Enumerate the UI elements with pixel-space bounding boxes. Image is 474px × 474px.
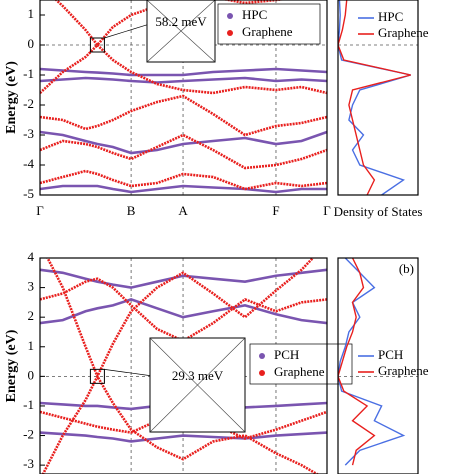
legend-marker	[259, 370, 265, 376]
band	[40, 410, 327, 440]
plot-area	[338, 0, 418, 195]
y-tick-label: -1	[23, 397, 34, 412]
plot-frame	[39, 0, 328, 196]
y-tick-label: 0	[28, 367, 35, 382]
plot-frame	[337, 257, 419, 474]
legend-marker	[259, 353, 265, 359]
plot-frame	[337, 0, 419, 196]
band	[40, 184, 327, 194]
legend-label: Graphene	[378, 25, 429, 40]
legend-label: HPC	[378, 9, 403, 24]
y-tick-label: 1	[28, 6, 35, 21]
band	[40, 130, 327, 155]
inset-cone	[149, 337, 246, 433]
inset-link	[104, 369, 151, 376]
legend-label: PCH	[274, 347, 299, 362]
band	[40, 268, 327, 289]
x-tick-label: A	[178, 203, 188, 218]
y-tick-label: 3	[28, 279, 35, 294]
x-tick-label: F	[272, 203, 279, 218]
band	[46, 258, 315, 380]
band	[40, 67, 327, 77]
y-tick-label: 4	[28, 249, 35, 264]
legend-label: PCH	[378, 347, 403, 362]
plot-area	[40, 0, 327, 195]
y-tick-label: 2	[28, 308, 35, 323]
band	[40, 431, 327, 443]
band	[40, 94, 327, 137]
legend-marker	[227, 30, 233, 36]
dirac-box	[89, 37, 105, 53]
legend-label: Graphene	[242, 24, 293, 39]
inset-cone	[146, 0, 216, 63]
legend-marker	[227, 13, 233, 19]
dos-curve	[338, 258, 406, 466]
inset-label: 58.2 meV	[155, 14, 207, 29]
y-tick-label: -3	[23, 456, 34, 471]
band	[40, 277, 327, 343]
dos-curve	[338, 258, 376, 466]
legend-label: HPC	[242, 7, 267, 22]
inset-link	[104, 24, 148, 39]
panel-label: (b)	[399, 261, 414, 276]
y-tick-label: -2	[23, 96, 34, 111]
legend-box	[249, 343, 353, 385]
x-tick-label: B	[127, 203, 136, 218]
legend-label: Graphene	[378, 363, 429, 378]
y-tick-label: -5	[23, 186, 34, 201]
band	[41, 373, 320, 474]
band	[40, 76, 327, 84]
y-axis-label: Energy (eV)	[4, 329, 19, 402]
band	[40, 133, 327, 170]
y-tick-label: 1	[28, 338, 35, 353]
band	[40, 43, 327, 95]
inset-label: 29.3 meV	[172, 368, 224, 383]
band	[40, 298, 327, 325]
legend-box	[217, 3, 321, 45]
dirac-box	[89, 368, 105, 384]
plot-area	[338, 258, 418, 466]
legend-label: Graphene	[274, 364, 325, 379]
x-tick-label: Γ	[323, 203, 331, 218]
y-tick-label: -3	[23, 126, 34, 141]
dos-curve	[338, 0, 411, 195]
y-tick-label: 0	[28, 36, 35, 51]
y-tick-label: -2	[23, 427, 34, 442]
y-tick-label: -1	[23, 66, 34, 81]
plot-area	[40, 258, 327, 474]
y-tick-label: -4	[23, 156, 34, 171]
y-axis-label: Energy (eV)	[4, 61, 19, 134]
x-axis-label: Density of States	[334, 204, 423, 219]
x-tick-label: Γ	[36, 203, 44, 218]
plot-frame	[39, 257, 328, 474]
band	[40, 169, 327, 191]
dos-curve	[338, 0, 411, 195]
